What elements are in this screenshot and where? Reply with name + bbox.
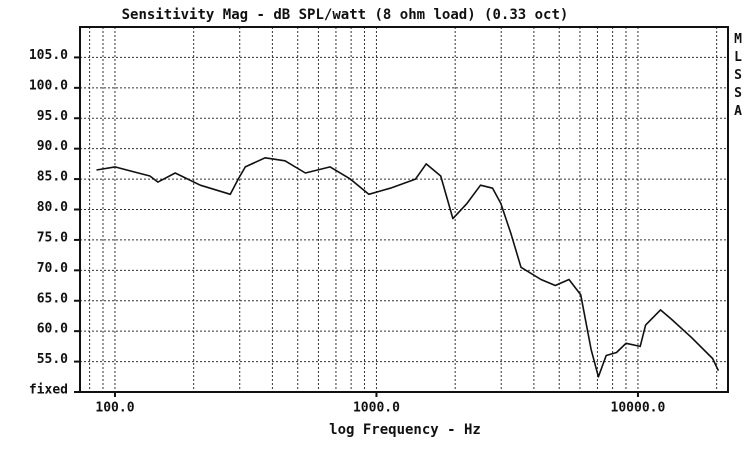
- y-tick-label: 60.0: [37, 322, 68, 337]
- y-tick-label: 70.0: [37, 261, 68, 276]
- y-tick-label: 80.0: [37, 200, 68, 215]
- y-tick-label: fixed: [29, 383, 68, 398]
- y-tick-label: 105.0: [29, 48, 68, 63]
- x-tick-label: 1000.0: [353, 401, 400, 416]
- y-tick-label: 75.0: [37, 230, 68, 245]
- y-tick-label: 100.0: [29, 78, 68, 93]
- y-tick-label: 90.0: [37, 139, 68, 154]
- response-curve: [96, 157, 720, 378]
- x-tick-label: 100.0: [95, 401, 134, 416]
- y-tick-label: 95.0: [37, 109, 68, 124]
- y-tick-label: 65.0: [37, 291, 68, 306]
- chart-title: Sensitivity Mag - dB SPL/watt (8 ohm loa…: [122, 7, 569, 23]
- x-axis-label: log Frequency - Hz: [329, 422, 481, 438]
- plot-frame: [79, 26, 729, 393]
- x-tick-label: 10000.0: [611, 401, 666, 416]
- y-tick-label: 85.0: [37, 170, 68, 185]
- side-label: MLSSA: [731, 32, 746, 122]
- y-tick-label: 55.0: [37, 352, 68, 367]
